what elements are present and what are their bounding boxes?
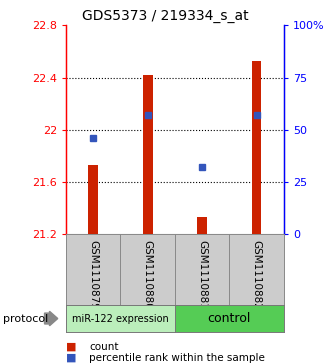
Text: ■: ■ [66, 352, 77, 363]
Bar [197, 217, 207, 234]
Text: percentile rank within the sample: percentile rank within the sample [89, 352, 265, 363]
Text: GSM1110879: GSM1110879 [88, 240, 98, 310]
Text: GSM1110880: GSM1110880 [143, 240, 153, 310]
Text: GSM1110881: GSM1110881 [197, 240, 207, 310]
Text: miR-122 expression: miR-122 expression [72, 314, 169, 323]
Text: count: count [89, 342, 118, 352]
Text: GDS5373 / 219334_s_at: GDS5373 / 219334_s_at [82, 9, 248, 23]
Text: GSM1110882: GSM1110882 [251, 240, 262, 310]
Text: control: control [208, 312, 251, 325]
Text: ■: ■ [66, 342, 77, 352]
Text: protocol: protocol [3, 314, 49, 323]
Bar [88, 165, 98, 234]
Bar [143, 75, 152, 234]
Bar [252, 61, 261, 234]
